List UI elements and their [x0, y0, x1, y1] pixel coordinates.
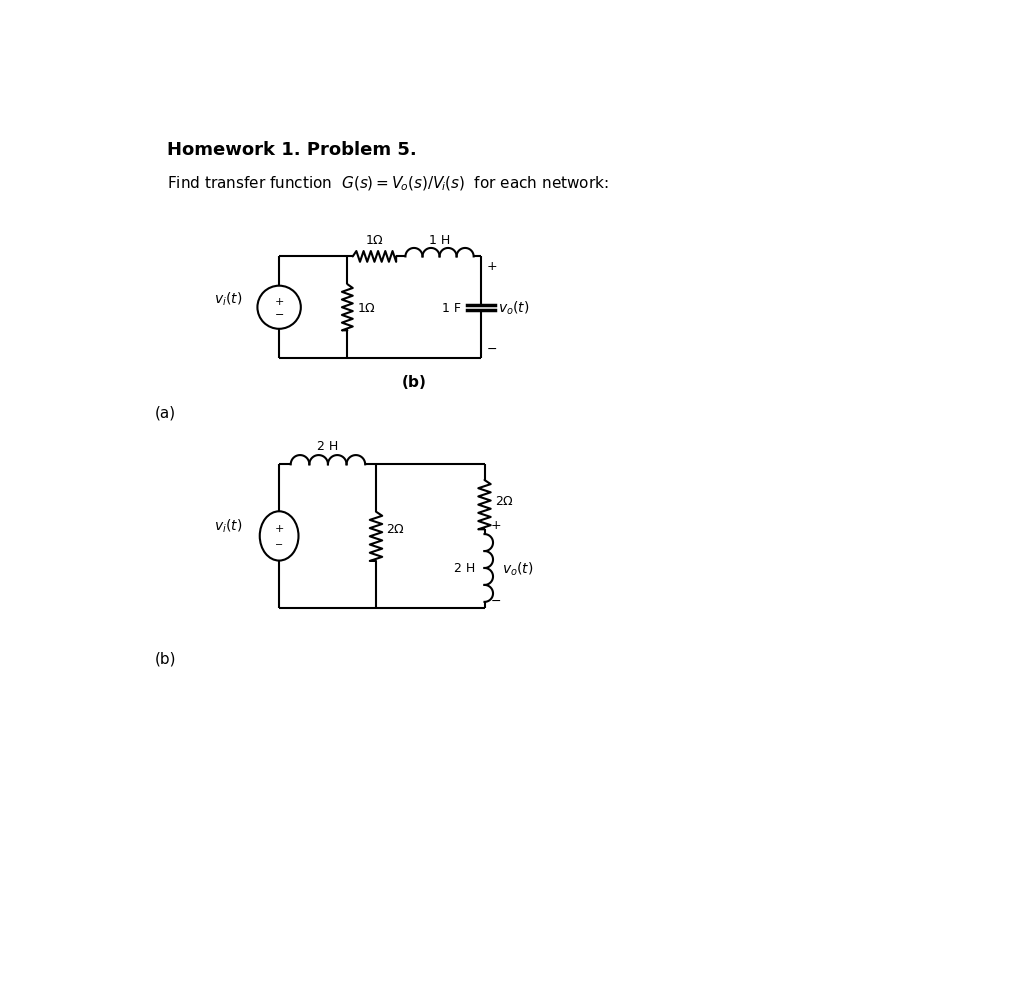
Text: Find transfer function  $G(s)=V_{\!o}(s)/V_{\!i}(s)$  for each network:: Find transfer function $G(s)=V_{\!o}(s)/…: [167, 174, 608, 192]
Text: $v_i(t)$: $v_i(t)$: [214, 290, 242, 308]
Text: +: +: [490, 519, 502, 532]
Text: (b): (b): [155, 651, 176, 666]
Text: 2$\Omega$: 2$\Omega$: [386, 523, 406, 536]
Text: +: +: [274, 524, 284, 534]
Text: $v_o(t)$: $v_o(t)$: [502, 560, 534, 577]
Text: $v_o(t)$: $v_o(t)$: [498, 300, 529, 317]
Text: 1 F: 1 F: [442, 302, 461, 315]
Text: 2 H: 2 H: [454, 562, 475, 575]
Text: 2 H: 2 H: [317, 439, 339, 452]
Text: −: −: [486, 343, 498, 356]
Text: −: −: [490, 594, 501, 607]
Text: +: +: [486, 260, 498, 273]
Text: (a): (a): [155, 405, 176, 420]
Text: Homework 1. Problem 5.: Homework 1. Problem 5.: [167, 140, 417, 158]
Text: +: +: [274, 297, 284, 307]
Text: −: −: [275, 540, 284, 550]
Text: 1 H: 1 H: [429, 233, 451, 246]
Text: $\mathbf{(b)}$: $\mathbf{(b)}$: [401, 373, 427, 391]
Text: 1$\Omega$: 1$\Omega$: [356, 302, 376, 315]
Text: −: −: [274, 310, 284, 320]
Text: $v_i(t)$: $v_i(t)$: [214, 517, 242, 534]
Text: 2$\Omega$: 2$\Omega$: [495, 495, 514, 508]
Text: 1$\Omega$: 1$\Omega$: [365, 233, 384, 246]
